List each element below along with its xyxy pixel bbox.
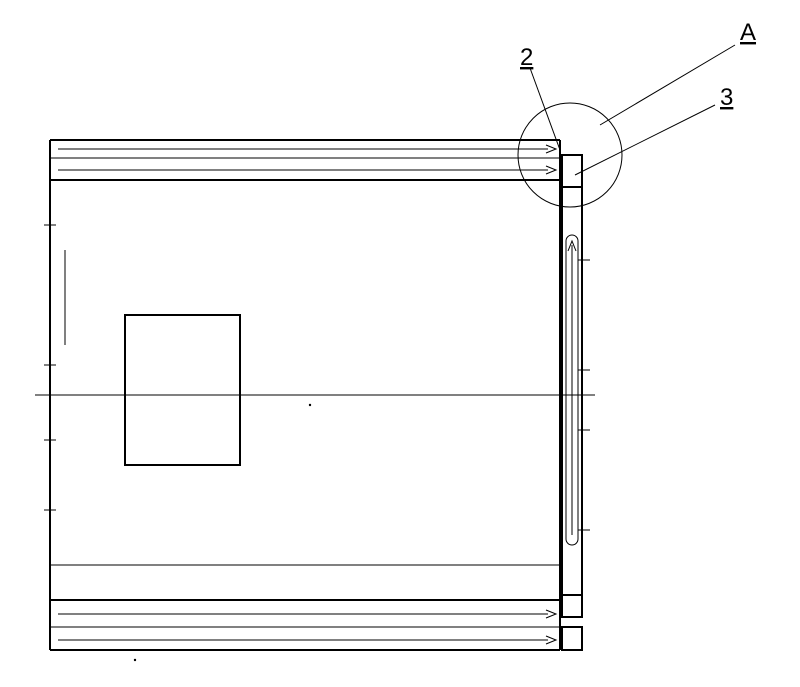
svg-text:2: 2 xyxy=(520,44,533,71)
svg-text:A: A xyxy=(740,19,756,46)
svg-text:3: 3 xyxy=(720,84,733,111)
technical-diagram: A 2 3 xyxy=(0,0,800,687)
